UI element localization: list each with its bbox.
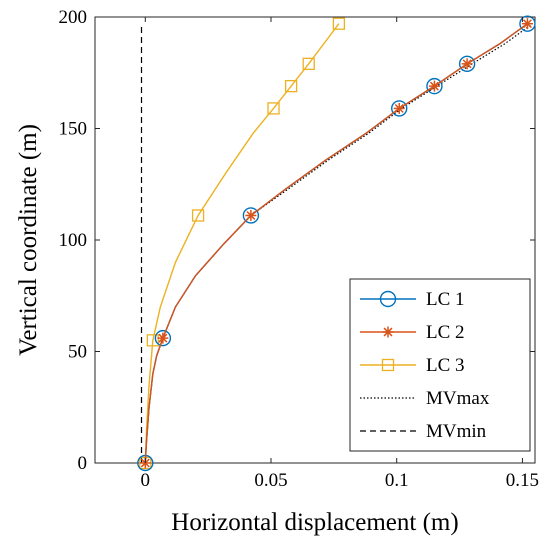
- data-point: [519, 15, 536, 32]
- data-point: [242, 207, 260, 224]
- data-point: [461, 58, 473, 70]
- data-point: [391, 100, 408, 117]
- series-lc-3: [139, 17, 346, 470]
- data-point: [426, 77, 443, 95]
- y-tick-label: 0: [78, 453, 88, 474]
- y-tick-label: 100: [59, 230, 88, 251]
- legend: LC 1 LC 2 LC 3 MVmax MVmin: [349, 278, 531, 452]
- data-point: [458, 55, 476, 73]
- data-point: [521, 18, 533, 30]
- x-axis-title: Horizontal displacement (m): [171, 509, 458, 536]
- data-point: [428, 80, 440, 92]
- data-point: [146, 334, 159, 347]
- legend-label: LC 1: [426, 289, 465, 310]
- data-point: [393, 102, 405, 114]
- legend-item: LC 2: [360, 322, 465, 343]
- legend-item: MVmin: [360, 421, 487, 442]
- data-point: [245, 209, 257, 221]
- data-point: [302, 57, 315, 70]
- y-tick-label: 200: [59, 7, 88, 28]
- data-point: [267, 102, 280, 115]
- x-tick-label: 0.05: [254, 470, 287, 491]
- legend-label: MVmin: [426, 421, 487, 442]
- legend-label: LC 2: [426, 322, 465, 343]
- data-point: [332, 17, 346, 30]
- legend-item: LC 1: [360, 289, 465, 310]
- data-point: [191, 209, 205, 222]
- series-line: [144, 23, 340, 464]
- y-axis-title: Vertical coordinate (m): [15, 124, 42, 356]
- legend-marker: [379, 290, 397, 308]
- legend-marker: [382, 326, 394, 338]
- y-tick-label: 150: [59, 119, 88, 140]
- y-tick-label: 50: [68, 342, 87, 363]
- legend-label: MVmax: [426, 388, 490, 409]
- ticks-layer: 0 0.05 0.1 0.15 0 50 100 150 200: [59, 7, 540, 491]
- data-point: [157, 332, 169, 344]
- legend-label: LC 3: [426, 355, 465, 376]
- legend-item: MVmax: [360, 388, 490, 409]
- data-point: [284, 79, 298, 93]
- legend-marker: [381, 358, 395, 372]
- series-lc-2: [139, 18, 533, 469]
- x-tick-label: 0.1: [385, 470, 409, 491]
- series-layer: [137, 15, 536, 472]
- x-tick-label: 0.15: [506, 470, 539, 491]
- legend-item: LC 3: [360, 355, 465, 376]
- series-line: [144, 23, 528, 464]
- x-tick-label: 0: [141, 470, 151, 491]
- data-point: [154, 329, 172, 347]
